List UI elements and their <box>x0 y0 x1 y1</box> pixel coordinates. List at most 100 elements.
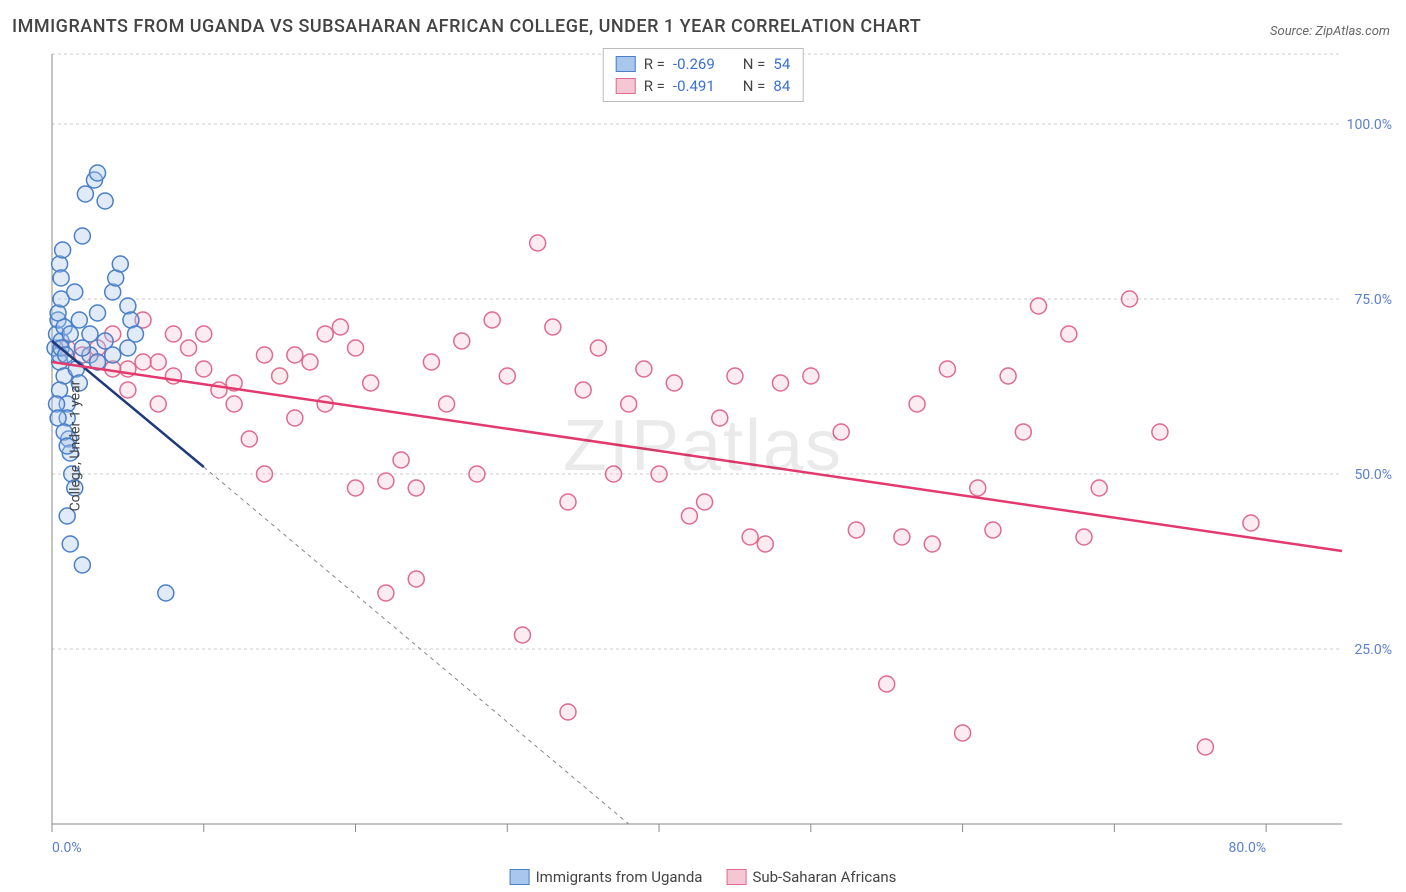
data-point <box>879 676 895 692</box>
data-point <box>894 529 910 545</box>
legend-series-label: Immigrants from Uganda <box>536 868 703 886</box>
trend-line <box>52 362 1342 551</box>
data-point <box>393 452 409 468</box>
data-point <box>241 431 257 447</box>
data-point <box>1122 291 1138 307</box>
data-point <box>181 340 197 356</box>
data-point <box>727 368 743 384</box>
data-point <box>135 354 151 370</box>
y-axis-label: College, Under 1 year <box>67 381 83 512</box>
data-point <box>52 382 68 398</box>
data-point <box>105 284 121 300</box>
chart-container: IMMIGRANTS FROM UGANDA VS SUBSAHARAN AFR… <box>0 0 1406 892</box>
data-point <box>62 536 78 552</box>
x-tick-label: 0.0% <box>52 840 82 856</box>
data-point <box>150 354 166 370</box>
source-label: Source: ZipAtlas.com <box>1270 24 1390 39</box>
data-point <box>985 522 1001 538</box>
data-point <box>287 347 303 363</box>
r-value: -0.491 <box>673 77 715 95</box>
data-point <box>833 424 849 440</box>
data-point <box>105 347 121 363</box>
data-point <box>71 312 87 328</box>
data-point <box>1076 529 1092 545</box>
data-point <box>712 410 728 426</box>
data-point <box>1197 739 1213 755</box>
data-point <box>82 326 98 342</box>
data-point <box>378 585 394 601</box>
legend-series-item: Immigrants from Uganda <box>510 868 703 886</box>
r-value: -0.269 <box>673 55 715 73</box>
data-point <box>1000 368 1016 384</box>
data-point <box>120 382 136 398</box>
data-point <box>348 480 364 496</box>
legend-correlation: R =-0.269N =54R =-0.491N =84 <box>603 48 804 102</box>
legend-correlation-row: R =-0.491N =84 <box>616 75 791 97</box>
data-point <box>196 326 212 342</box>
y-tick-label: 50.0% <box>1354 467 1392 483</box>
legend-correlation-row: R = -0.269 N = 54 <box>616 53 791 75</box>
data-point <box>1030 298 1046 314</box>
data-point <box>53 270 69 286</box>
data-point <box>112 256 128 272</box>
trend-line-extended <box>204 467 629 824</box>
data-point <box>77 186 93 202</box>
n-value: 54 <box>773 55 790 73</box>
data-point <box>120 340 136 356</box>
data-point <box>924 536 940 552</box>
data-point <box>939 361 955 377</box>
data-point <box>1015 424 1031 440</box>
data-point <box>196 361 212 377</box>
n-label: N = <box>743 77 766 95</box>
data-point <box>530 235 546 251</box>
legend-series-item: Sub-Saharan Africans <box>726 868 896 886</box>
data-point <box>287 410 303 426</box>
data-point <box>484 312 500 328</box>
data-point <box>681 508 697 524</box>
legend-swatch <box>726 869 746 885</box>
r-label: R = <box>644 77 665 95</box>
data-point <box>757 536 773 552</box>
data-point <box>408 480 424 496</box>
y-tick-label: 75.0% <box>1354 292 1392 308</box>
data-point <box>621 396 637 412</box>
data-point <box>58 347 74 363</box>
data-point <box>332 319 348 335</box>
data-point <box>67 284 83 300</box>
data-point <box>68 361 84 377</box>
data-point <box>1152 424 1168 440</box>
data-point <box>165 326 181 342</box>
data-point <box>226 396 242 412</box>
legend-series: Immigrants from Uganda Sub-Saharan Africa… <box>510 868 897 886</box>
data-point <box>606 466 622 482</box>
data-point <box>90 305 106 321</box>
data-point <box>90 165 106 181</box>
data-point <box>317 326 333 342</box>
data-point <box>62 326 78 342</box>
data-point <box>256 347 272 363</box>
data-point <box>651 466 667 482</box>
r-label: R = <box>644 55 665 73</box>
legend-series-label: Sub-Saharan Africans <box>752 868 896 886</box>
data-point <box>1061 326 1077 342</box>
data-point <box>363 375 379 391</box>
data-point <box>499 368 515 384</box>
data-point <box>150 396 166 412</box>
data-point <box>97 193 113 209</box>
data-point <box>302 354 318 370</box>
data-point <box>348 340 364 356</box>
data-point <box>909 396 925 412</box>
data-point <box>272 368 288 384</box>
data-point <box>408 571 424 587</box>
data-point <box>560 704 576 720</box>
data-point <box>697 494 713 510</box>
data-point <box>666 375 682 391</box>
data-point <box>469 466 485 482</box>
legend-swatch <box>510 869 530 885</box>
data-point <box>454 333 470 349</box>
data-point <box>575 382 591 398</box>
data-point <box>955 725 971 741</box>
data-point <box>423 354 439 370</box>
n-label: N = <box>743 55 766 73</box>
data-point <box>55 242 71 258</box>
